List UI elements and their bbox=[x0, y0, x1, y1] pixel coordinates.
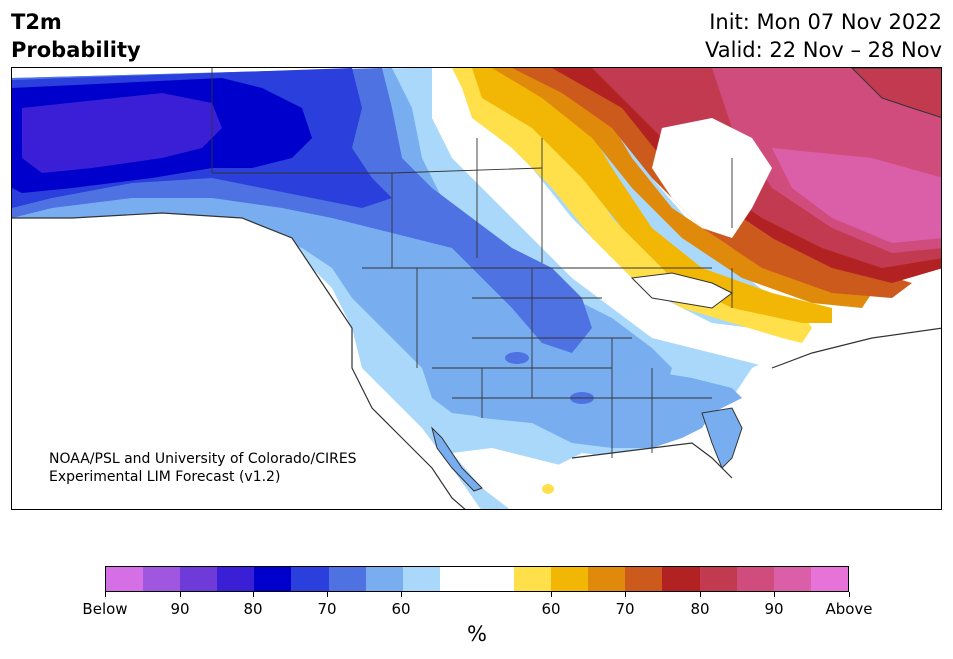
colorbar bbox=[105, 566, 849, 592]
colorbar-tickmark bbox=[700, 592, 701, 597]
colorbar-segment bbox=[810, 567, 848, 591]
colorbar-segment bbox=[476, 567, 515, 591]
colorbar-segment bbox=[662, 567, 700, 591]
colorbar-segment bbox=[514, 567, 552, 591]
colorbar-tickmark bbox=[551, 592, 552, 597]
above-80-band bbox=[492, 68, 872, 308]
great-lakes bbox=[630, 272, 733, 309]
colorbar-segment bbox=[328, 567, 366, 591]
colorbar-tickmark bbox=[849, 592, 850, 597]
political-borders bbox=[211, 68, 733, 458]
colorbar-segment bbox=[439, 567, 477, 591]
colorbar-segment bbox=[736, 567, 774, 591]
gulf-of-mexico bbox=[572, 443, 732, 509]
colorbar-segment bbox=[365, 567, 403, 591]
coastline bbox=[12, 212, 941, 509]
map-title: T2m Probability bbox=[11, 8, 141, 64]
florida bbox=[701, 407, 743, 469]
colorbar-tickmark bbox=[105, 592, 106, 597]
credit-line-1: NOAA/PSL and University of Colorado/CIRE… bbox=[49, 451, 357, 467]
colorbar-segment bbox=[551, 567, 589, 591]
colorbar-segment bbox=[217, 567, 255, 591]
below-90-alaska bbox=[22, 93, 222, 173]
above-70-band bbox=[472, 68, 832, 323]
colorbar-tick-label: 90 bbox=[170, 600, 190, 618]
colorbar-tickmark bbox=[401, 592, 402, 597]
valid-range: Valid: 22 Nov – 28 Nov bbox=[705, 38, 942, 62]
colorbar-tickmark bbox=[180, 592, 181, 597]
credit-text: NOAA/PSL and University of Colorado/CIRE… bbox=[49, 450, 357, 486]
colorbar-segment bbox=[291, 567, 329, 591]
colorbar-tick-label: 80 bbox=[690, 600, 710, 618]
colorbar-tickmark bbox=[253, 592, 254, 597]
mexico-neutral bbox=[452, 448, 629, 509]
colorbar-tickmark bbox=[327, 592, 328, 597]
colorbar-segment bbox=[588, 567, 626, 591]
title-line-2: Probability bbox=[11, 38, 141, 62]
colorbar-segment bbox=[402, 567, 440, 591]
colorbar-tick-label: 70 bbox=[615, 600, 635, 618]
init-date: Init: Mon 07 Nov 2022 bbox=[709, 10, 942, 34]
colorbar-segment bbox=[106, 567, 144, 591]
hudson-bay bbox=[652, 118, 772, 238]
colorbar-units: % bbox=[467, 622, 487, 646]
forecast-dates: Init: Mon 07 Nov 2022 Valid: 22 Nov – 28… bbox=[705, 8, 942, 64]
colorbar-tick-label: Above bbox=[825, 600, 873, 618]
colorbar-tickmark bbox=[774, 592, 775, 597]
above-60-mexico-spot bbox=[542, 484, 554, 494]
colorbar-segment bbox=[180, 567, 218, 591]
pacific-ocean-edge bbox=[12, 213, 452, 509]
above-max-east bbox=[772, 148, 941, 243]
colorbar-segment bbox=[699, 567, 737, 591]
colorbar-segment bbox=[143, 567, 181, 591]
colorbar-tick-label: 60 bbox=[541, 600, 561, 618]
colorbar-segment bbox=[254, 567, 292, 591]
probability-map bbox=[11, 67, 942, 510]
colorbar-tick-label: 80 bbox=[243, 600, 263, 618]
above-90-band bbox=[512, 68, 912, 298]
atlantic-ocean bbox=[732, 328, 941, 509]
greenland bbox=[851, 68, 941, 118]
title-line-1: T2m bbox=[11, 10, 62, 34]
colorbar-tick-label: 70 bbox=[317, 600, 337, 618]
credit-line-2: Experimental LIM Forecast (v1.2) bbox=[49, 469, 281, 485]
colorbar-tickmark bbox=[625, 592, 626, 597]
colorbar-tick-label: 90 bbox=[764, 600, 784, 618]
colorbar-segment bbox=[625, 567, 663, 591]
baja-peninsula bbox=[431, 426, 483, 492]
colorbar-tick-label: Below bbox=[82, 600, 128, 618]
below-70-blob-2 bbox=[505, 352, 529, 364]
map-svg bbox=[12, 68, 941, 509]
colorbar-segment bbox=[773, 567, 811, 591]
colorbar-tick-label: 60 bbox=[391, 600, 411, 618]
